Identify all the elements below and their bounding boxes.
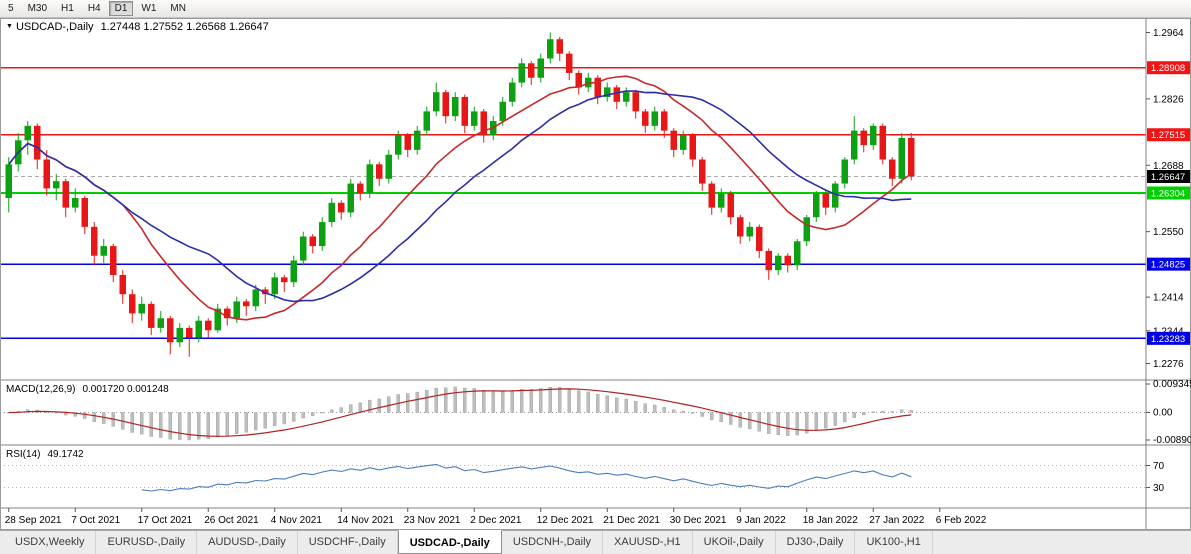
svg-text:4 Nov 2021: 4 Nov 2021 <box>271 515 323 526</box>
svg-text:0.009345: 0.009345 <box>1153 379 1191 390</box>
svg-text:2 Dec 2021: 2 Dec 2021 <box>470 515 522 526</box>
macd-indicator-label: MACD(12,26,9) 0.001720 0.001248 <box>6 384 169 395</box>
chart-tab-usdx-weekly[interactable]: USDX,Weekly <box>4 531 97 554</box>
svg-text:1.2826: 1.2826 <box>1153 94 1184 105</box>
svg-text:23 Nov 2021: 23 Nov 2021 <box>404 515 461 526</box>
svg-text:6 Feb 2022: 6 Feb 2022 <box>936 515 987 526</box>
moving-averages <box>8 75 912 321</box>
macd-name: MACD(12,26,9) <box>6 384 76 395</box>
indicator-axis-labels: 0.009345 0.00 -0.00890 70 30 <box>1146 379 1191 494</box>
svg-text:7 Oct 2021: 7 Oct 2021 <box>71 515 120 526</box>
svg-text:1.2688: 1.2688 <box>1153 161 1184 172</box>
svg-text:70: 70 <box>1153 461 1165 472</box>
symbol-label: USDCAD-,Daily <box>15 21 94 33</box>
macd-pane <box>0 386 1146 441</box>
svg-text:21 Dec 2021: 21 Dec 2021 <box>603 515 660 526</box>
chart-region: 1.2964 1.2826 1.2688 1.2550 1.2414 1.2344 1.22… <box>0 18 1191 530</box>
svg-text:28 Sep 2021: 28 Sep 2021 <box>5 515 62 526</box>
svg-text:14 Nov 2021: 14 Nov 2021 <box>337 515 394 526</box>
svg-text:9 Jan 2022: 9 Jan 2022 <box>736 515 786 526</box>
svg-text:27 Jan 2022: 27 Jan 2022 <box>869 515 924 526</box>
timeframe-button-w1[interactable]: W1 <box>135 1 162 16</box>
timeframe-button-5[interactable]: 5 <box>2 1 20 16</box>
svg-text:26 Oct 2021: 26 Oct 2021 <box>204 515 259 526</box>
rsi-value: 49.1742 <box>47 449 84 460</box>
chart-tab-uk100-h1[interactable]: UK100-,H1 <box>855 531 933 554</box>
price-axis[interactable]: 1.2964 1.2826 1.2688 1.2550 1.2414 1.2344 1.22… <box>1146 28 1190 370</box>
svg-text:1.28908: 1.28908 <box>1151 63 1185 74</box>
svg-text:1.2964: 1.2964 <box>1153 28 1184 39</box>
svg-text:30: 30 <box>1153 483 1165 494</box>
chart-tab-xauusd-h1[interactable]: XAUUSD-,H1 <box>603 531 693 554</box>
chart-tab-ukoil-daily[interactable]: UKOil-,Daily <box>693 531 776 554</box>
rsi-indicator-label: RSI(14) 49.1742 <box>6 449 84 460</box>
svg-text:1.27515: 1.27515 <box>1151 130 1185 141</box>
svg-text:1.2276: 1.2276 <box>1153 359 1184 370</box>
svg-text:1.2550: 1.2550 <box>1153 227 1184 238</box>
macd-values: 0.001720 0.001248 <box>82 384 169 395</box>
timeframe-button-mn[interactable]: MN <box>164 1 192 16</box>
svg-text:1.26647: 1.26647 <box>1151 172 1185 183</box>
rsi-name: RSI(14) <box>6 449 41 460</box>
chart-title: ▼ USDCAD-,Daily 1.27448 1.27552 1.26568 1.… <box>6 21 269 33</box>
chart-tab-usdcnh-daily[interactable]: USDCNH-,Daily <box>502 531 604 554</box>
svg-text:30 Dec 2021: 30 Dec 2021 <box>670 515 727 526</box>
timeframe-button-h1[interactable]: H1 <box>55 1 80 16</box>
price-chart-canvas[interactable]: 1.2964 1.2826 1.2688 1.2550 1.2414 1.2344 1.22… <box>0 18 1191 530</box>
rsi-pane <box>0 463 1146 492</box>
dropdown-triangle-icon[interactable]: ▼ <box>6 23 13 30</box>
svg-text:0.00: 0.00 <box>1153 408 1173 419</box>
chart-tab-usdchf-daily[interactable]: USDCHF-,Daily <box>298 531 398 554</box>
svg-text:-0.00890: -0.00890 <box>1153 435 1191 446</box>
svg-text:1.23283: 1.23283 <box>1151 334 1185 345</box>
ohlc-values: 1.27448 1.27552 1.26568 1.26647 <box>100 21 269 33</box>
chart-tab-usdcad-daily[interactable]: USDCAD-,Daily <box>397 530 502 554</box>
svg-text:1.26304: 1.26304 <box>1151 188 1185 199</box>
timeframe-button-d1[interactable]: D1 <box>108 1 134 16</box>
svg-text:12 Dec 2021: 12 Dec 2021 <box>537 515 594 526</box>
chart-tab-eurusd-daily[interactable]: EURUSD-,Daily <box>96 531 198 554</box>
timeframe-toolbar: 5 M30 H1 H4 D1 W1 MN <box>0 0 1191 18</box>
timeframe-button-m30[interactable]: M30 <box>22 1 53 16</box>
svg-text:17 Oct 2021: 17 Oct 2021 <box>138 515 193 526</box>
chart-tab-dj30-daily[interactable]: DJ30-,Daily <box>776 531 856 554</box>
svg-text:18 Jan 2022: 18 Jan 2022 <box>803 515 858 526</box>
timeframe-button-h4[interactable]: H4 <box>82 1 107 16</box>
svg-text:1.2344: 1.2344 <box>1153 326 1184 337</box>
svg-text:1.24825: 1.24825 <box>1151 260 1185 271</box>
chart-tabs-bar: USDX,Weekly EURUSD-,Daily AUDUSD-,Daily USD… <box>0 530 1191 554</box>
svg-text:1.2414: 1.2414 <box>1153 293 1184 304</box>
horizontal-level-lines <box>0 66 1146 340</box>
chart-tab-audusd-daily[interactable]: AUDUSD-,Daily <box>197 531 298 554</box>
date-axis[interactable]: 28 Sep 2021 7 Oct 2021 17 Oct 2021 26 Oct 2… <box>5 508 987 526</box>
